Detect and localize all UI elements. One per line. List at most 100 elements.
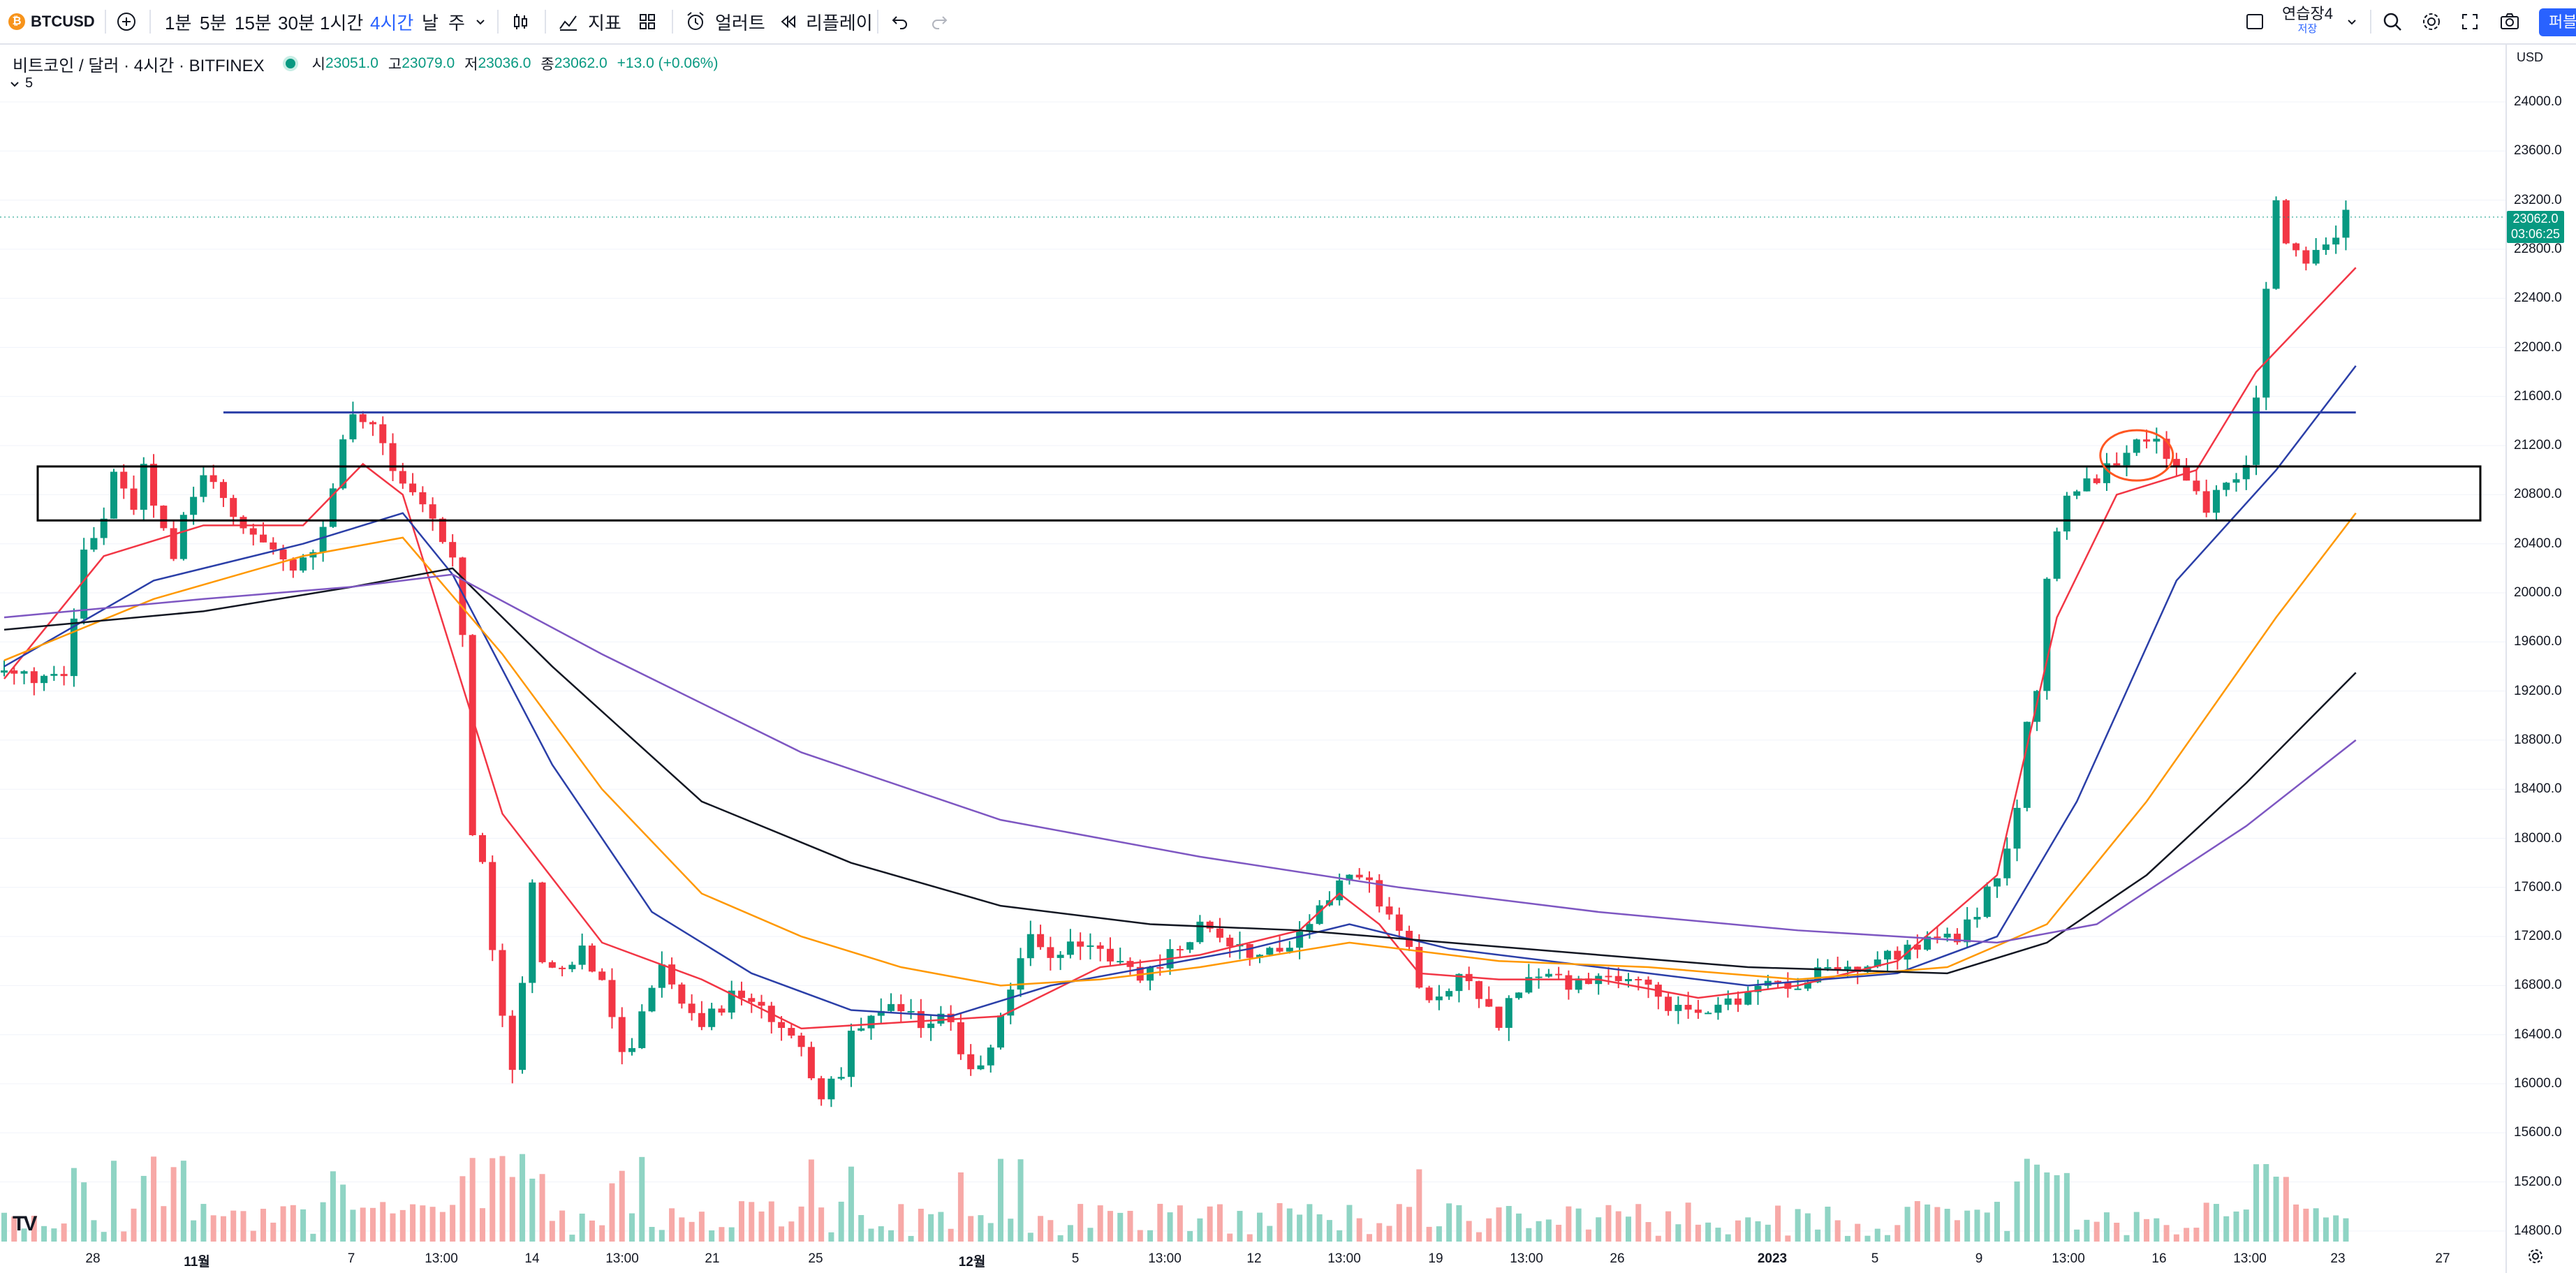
candle-body [1705,1013,1712,1015]
volume-bar [320,1202,326,1242]
time-tick: 28 [85,1251,101,1266]
volume-bar [1227,1233,1233,1242]
volume-bar [2004,1230,2010,1242]
volume-bar [2303,1208,2309,1242]
volume-bar [439,1212,446,1242]
volume-bar [828,1232,834,1242]
interval-1m[interactable]: 1분 [165,12,192,34]
layouts-button[interactable] [637,0,658,43]
candle-body [369,422,376,425]
price-chart[interactable] [0,45,2505,1273]
interval-week[interactable]: 주 [448,12,465,34]
volume-bar [2333,1215,2339,1242]
interval-4h[interactable]: 4시간 [370,12,414,34]
candle-body [1087,945,1094,947]
candle-body [618,1017,626,1052]
volume-bar [1276,1202,1283,1242]
volume-bar [420,1205,426,1242]
redo-button[interactable] [929,0,950,43]
chevron-down-icon [476,20,485,25]
search-button[interactable] [2381,0,2404,43]
publish-button[interactable]: 퍼블 [2539,8,2576,36]
price-axis[interactable]: USD [2505,45,2576,1273]
volume-bar [2024,1158,2030,1242]
indicators-label: 지표 [588,12,621,34]
volume-bar [1984,1212,1990,1242]
candle-body [459,557,466,635]
tradingview-logo-icon[interactable]: TV [13,1212,37,1235]
candle-body [1635,979,1642,981]
candle-body [1156,967,1164,969]
candle-body [1525,977,1533,993]
candle-body [997,1015,1004,1048]
settings-button[interactable] [2420,0,2443,43]
currency-label[interactable]: USD [2517,50,2544,64]
screenshot-button[interactable] [2498,0,2521,43]
price-tick: 15200.0 [2514,1174,2562,1189]
interval-day[interactable]: 날 [422,12,439,34]
volume-bar [848,1166,854,1242]
candle-body [1924,936,1931,950]
layout-menu-button[interactable] [2346,0,2357,43]
candle-body [1804,982,1811,989]
undo-button[interactable] [890,0,911,43]
indicator-toggle[interactable]: 5 [10,75,33,91]
volume-bar [649,1227,655,1242]
volume-bar [1267,1226,1273,1242]
volume-bar [1665,1211,1672,1242]
volume-bar [499,1156,506,1242]
candle-body [608,980,616,1017]
low-label: 저 [464,57,478,73]
interval-dropdown[interactable] [475,0,486,43]
interval-15m[interactable]: 15분 [235,12,272,34]
symbol-title[interactable]: 비트코인 / 달러 · 4시간 · BITFINEX [13,56,265,75]
low-value: 23036.0 [478,55,531,71]
candle-body [1964,919,1971,943]
interval-1h[interactable]: 1시간 [320,12,364,34]
replay-button[interactable]: 리플레이 [778,0,873,43]
candle-body [1106,948,1114,962]
candle-body [668,964,676,985]
candle-body [638,1011,646,1048]
layout-name[interactable]: 연습장4 저장 [2282,0,2333,43]
candle-body [389,443,397,471]
candle-body [1814,967,1822,983]
volume-bar [31,1216,37,1242]
price-tick: 23600.0 [2514,143,2562,159]
fullscreen-button[interactable] [2459,0,2480,43]
layout-checkbox[interactable] [2244,0,2265,43]
volume-bar [41,1226,47,1242]
indicators-button[interactable]: 지표 [557,0,621,43]
volume-bar [2044,1172,2050,1242]
candle-body [1675,1004,1682,1011]
volume-bar [1216,1204,1223,1242]
volume-bar [2173,1234,2179,1242]
volume-bar [230,1210,237,1242]
ema-line-purple [3,573,2357,944]
time-tick: 5 [1871,1251,1879,1266]
volume-bar [1815,1229,1821,1242]
symbol-search[interactable]: ₿ BTCUSD [8,0,95,43]
price-tick: 19600.0 [2514,634,2562,649]
time-tick: 13:00 [2052,1251,2085,1266]
volume-bar [1337,1230,1343,1242]
chart-pane[interactable] [0,45,2505,1273]
add-symbol-button[interactable] [116,0,137,43]
interval-30m[interactable]: 30분 [278,12,315,34]
alert-button[interactable]: 얼러트 [684,0,765,43]
candle-body [399,471,406,484]
chart-type-button[interactable] [510,0,531,43]
time-tick: 12월 [958,1255,986,1270]
volume-bar [1496,1207,1502,1242]
volume-bar [1804,1213,1811,1242]
time-axis-settings[interactable] [2526,1247,2545,1269]
interval-5m[interactable]: 5분 [200,12,227,34]
candle-body [1415,947,1423,988]
volume-bar [1416,1169,1422,1242]
volume-bar [200,1204,207,1242]
candle-body [339,439,347,489]
candle-body [1515,992,1523,999]
volume-bar [2233,1211,2239,1242]
ema-line-black [3,567,2357,975]
volume-bar [1844,1235,1850,1242]
